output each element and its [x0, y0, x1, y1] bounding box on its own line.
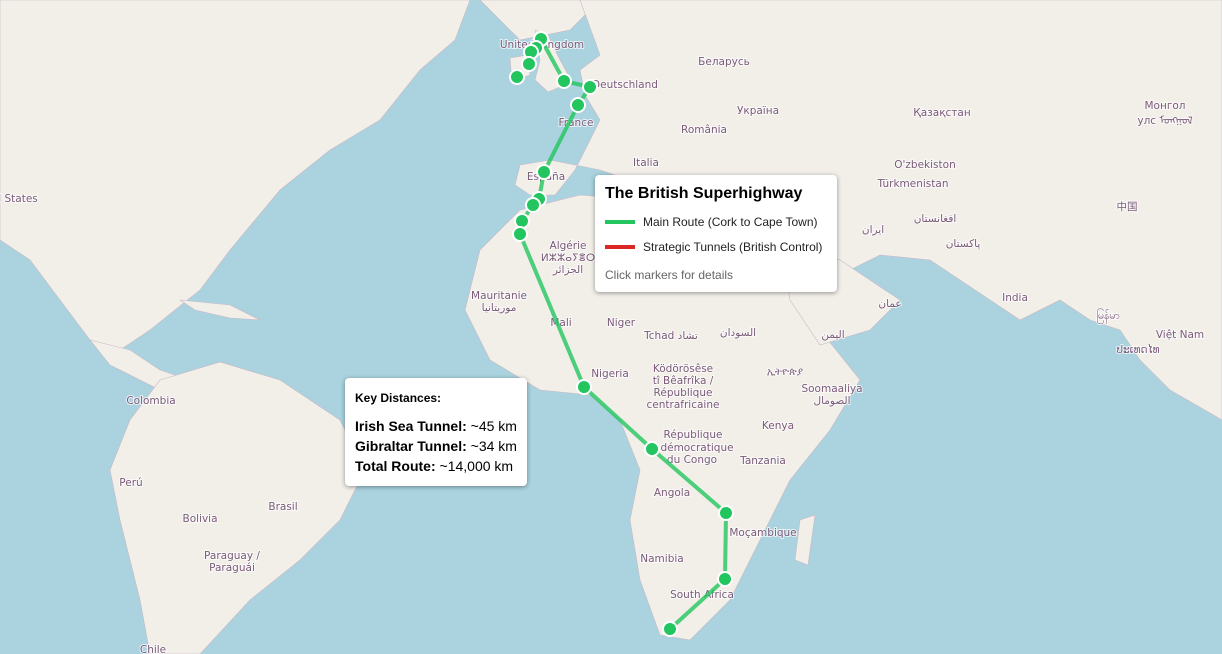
- map-label: Mauritanie: [471, 290, 527, 302]
- map-label: République: [654, 387, 713, 399]
- map-label: l States: [0, 193, 38, 205]
- map-label: Chile: [140, 644, 166, 654]
- route-marker[interactable]: [717, 571, 733, 587]
- north-america: [0, 0, 471, 351]
- map-label: Colombia: [126, 395, 175, 407]
- map-label: Italia: [633, 157, 659, 169]
- map-label: افغانستان: [914, 213, 957, 225]
- map-label: Türkmenistan: [877, 178, 949, 190]
- map-label: Беларусь: [698, 56, 750, 68]
- key-distances-panel: Key Distances: Irish Sea Tunnel: ~45 km …: [345, 378, 527, 486]
- map-label: République: [664, 429, 723, 441]
- map-label: ⵍⵣⵣⴰⵢⴻⵔ: [541, 252, 595, 264]
- map-label: Soomaaliya: [801, 383, 862, 395]
- map-label: Angola: [654, 487, 690, 499]
- map-label: tî Bêafrîka /: [653, 375, 714, 387]
- greenland: [479, 0, 601, 41]
- map-label: موريتانيا: [482, 302, 517, 314]
- map-label: ປະເທດໄທ: [1116, 343, 1159, 356]
- map-label: India: [1002, 292, 1028, 304]
- route-marker[interactable]: [576, 379, 592, 395]
- map-label: centrafricaine: [647, 399, 720, 411]
- distance-row: Gibraltar Tunnel: ~34 km: [355, 438, 517, 454]
- route-marker[interactable]: [570, 97, 586, 113]
- route-marker[interactable]: [512, 226, 528, 242]
- route-markers: [509, 31, 734, 637]
- map-labels: United KingdomDeutschlandБеларусьFranceУ…: [0, 38, 1205, 654]
- route-marker[interactable]: [556, 73, 572, 89]
- map-label: Namibia: [640, 553, 683, 565]
- map-label: Tanzania: [739, 455, 786, 467]
- route-marker[interactable]: [582, 79, 598, 95]
- map-label: France: [559, 117, 594, 129]
- map-label: ኢትዮጵያ: [767, 366, 804, 378]
- distances-title: Key Distances:: [355, 391, 442, 405]
- map-label: Tchad تشاد: [643, 330, 698, 342]
- caribbean: [179, 299, 261, 321]
- map-label: du Congo: [667, 454, 717, 466]
- route-marker[interactable]: [536, 164, 552, 180]
- map-label: ایران: [862, 224, 884, 236]
- route-marker[interactable]: [662, 621, 678, 637]
- map-label: démocratique: [660, 442, 733, 454]
- distance-row: Irish Sea Tunnel: ~45 km: [355, 418, 517, 434]
- map-label: O'zbekiston: [894, 159, 955, 171]
- map-label: Paraguay /: [204, 550, 260, 562]
- map-label: Việt Nam: [1156, 329, 1204, 341]
- route-marker[interactable]: [521, 56, 537, 72]
- red-line-swatch-icon: [605, 245, 635, 249]
- map-label: عمان: [878, 298, 901, 310]
- map-label: မြန်မာ: [1096, 308, 1120, 324]
- map-label: السودان: [720, 327, 756, 339]
- route-marker[interactable]: [644, 441, 660, 457]
- map-label: South Africa: [670, 589, 734, 601]
- legend-item-tunnels: Strategic Tunnels (British Control): [605, 240, 827, 254]
- route-marker[interactable]: [718, 505, 734, 521]
- map-label: Україна: [737, 105, 779, 117]
- map-label: Brasil: [268, 501, 297, 513]
- map-label: 中国: [1117, 200, 1138, 213]
- map-label: اليمن: [821, 329, 844, 341]
- map-label: улс ᠮᠣᠩᠭᠣᠯ: [1137, 114, 1192, 127]
- madagascar: [794, 514, 816, 566]
- legend-title: The British Superhighway: [605, 185, 803, 202]
- legend-item-main-route: Main Route (Cork to Cape Town): [605, 215, 827, 229]
- map-label: Bolivia: [182, 513, 217, 525]
- map-label: Монгол: [1144, 100, 1185, 112]
- map-label: Қазақстан: [913, 107, 970, 119]
- green-line-swatch-icon: [605, 220, 635, 224]
- map-label: الصومال: [813, 395, 850, 407]
- map-label: پاکستان: [946, 238, 981, 250]
- map-label: Perú: [119, 477, 142, 489]
- route-marker[interactable]: [525, 197, 541, 213]
- distance-row: Total Route: ~14,000 km: [355, 458, 514, 474]
- map-label: Deutschland: [592, 79, 658, 91]
- legend-label: Main Route (Cork to Cape Town): [643, 215, 818, 229]
- map-label: Kenya: [762, 420, 794, 432]
- map-label: Nigeria: [591, 368, 629, 380]
- map-label: Moçambique: [729, 527, 796, 539]
- map-label: Ködörösêse: [653, 363, 713, 375]
- map-label: România: [681, 124, 727, 136]
- legend-hint: Click markers for details: [605, 268, 734, 282]
- south-america: [109, 361, 366, 654]
- legend-label: Strategic Tunnels (British Control): [643, 240, 823, 254]
- map-label: Paraguái: [209, 562, 255, 574]
- map-label: Niger: [607, 317, 636, 329]
- route-marker[interactable]: [509, 69, 525, 85]
- map-label: الجزائر: [552, 264, 583, 276]
- route-marker[interactable]: [514, 213, 530, 229]
- legend-panel: The British Superhighway Main Route (Cor…: [595, 175, 837, 292]
- map-label: Algérie: [550, 240, 587, 252]
